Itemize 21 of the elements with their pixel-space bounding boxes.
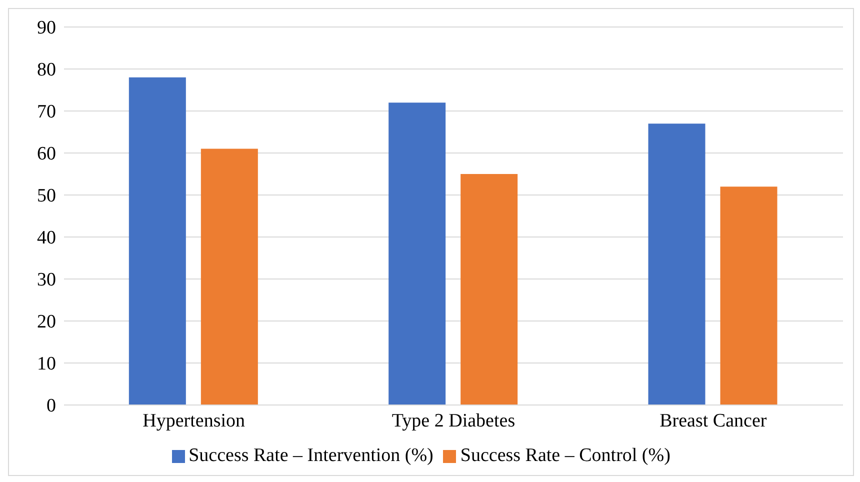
y-tick-label: 0	[46, 396, 56, 417]
x-tick-label: Type 2 Diabetes	[392, 410, 516, 432]
y-tick-label: 70	[37, 102, 56, 123]
y-tick-label: 60	[37, 144, 56, 165]
y-tick-label: 30	[37, 270, 56, 291]
y-tick-label: 90	[37, 18, 56, 39]
bar	[388, 102, 446, 405]
y-tick-label: 50	[37, 186, 56, 207]
bar	[200, 148, 258, 405]
legend-label: Success Rate – Intervention (%)	[188, 445, 434, 466]
bar	[128, 77, 186, 405]
y-tick-label: 40	[37, 228, 56, 249]
bar	[720, 186, 778, 405]
x-tick-label: Hypertension	[142, 410, 246, 432]
x-tick-label: Breast Cancer	[660, 410, 768, 432]
bar	[648, 124, 706, 405]
y-tick-label: 10	[37, 354, 56, 375]
y-tick-label: 80	[37, 60, 56, 81]
bar	[460, 174, 518, 405]
legend-label: Success Rate – Control (%)	[460, 445, 670, 466]
y-tick-label: 20	[37, 312, 56, 333]
